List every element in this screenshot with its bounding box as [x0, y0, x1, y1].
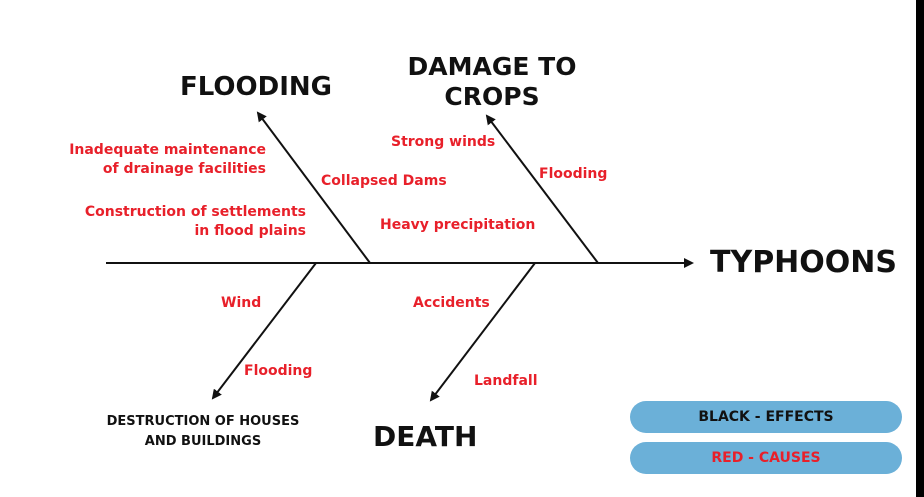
cause-crop-flooding: Flooding	[539, 166, 608, 182]
typhoons-head-label: TYPHOONS	[710, 245, 898, 280]
legend-effects: BLACK - EFFECTS	[630, 401, 902, 433]
cause-wind: Wind	[221, 295, 262, 311]
destruction-of-houses-effect-label: DESTRUCTION OF HOUSES AND BUILDINGS	[106, 414, 300, 450]
cause-accidents: Accidents	[413, 295, 490, 311]
death-effect-label: DEATH	[373, 420, 478, 453]
bone-damage-to-crops	[485, 114, 599, 264]
cause-heavy-precipitation: Heavy precipitation	[380, 217, 536, 233]
flooding-effect-label: FLOODING	[180, 72, 332, 102]
bone-destruction-of-houses	[211, 262, 317, 400]
right-edge-bar	[916, 0, 924, 497]
bone-death	[429, 262, 536, 402]
legend-causes-label: RED - CAUSES	[711, 450, 821, 466]
cause-strong-winds: Strong winds	[391, 134, 496, 150]
legend-effects-label: BLACK - EFFECTS	[698, 409, 834, 425]
legend-causes: RED - CAUSES	[630, 442, 902, 474]
bone-flooding	[256, 111, 371, 264]
cause-settlements-flood-plains: Construction of settlements in flood pla…	[84, 204, 306, 239]
cause-landfall: Landfall	[474, 373, 538, 389]
cause-house-flooding: Flooding	[244, 363, 313, 379]
cause-drainage-maintenance: Inadequate maintenance of drainage facil…	[69, 142, 266, 177]
cause-collapsed-dams: Collapsed Dams	[321, 173, 447, 189]
damage-to-crops-effect-label: DAMAGE TO CROPS	[407, 52, 577, 111]
